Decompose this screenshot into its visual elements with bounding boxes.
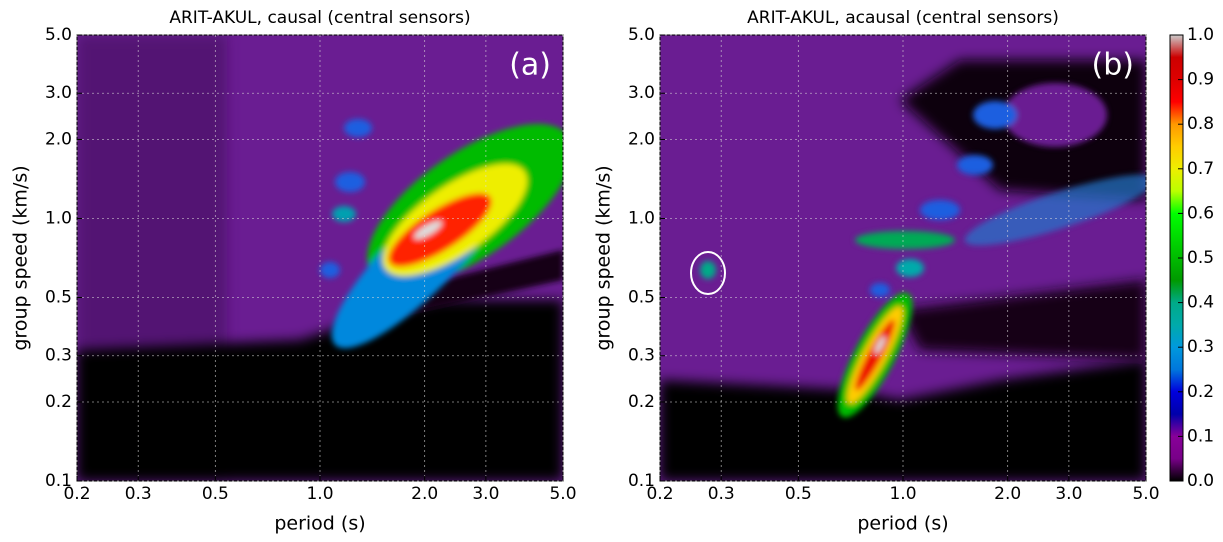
colorbar-tick-label: 0.0 [1187, 471, 1214, 491]
highlight-circle [690, 251, 726, 295]
x-tick-label: 0.5 [202, 484, 229, 504]
colorbar-tick-label: 0.4 [1187, 293, 1214, 313]
y-tick-label: 3.0 [628, 83, 655, 103]
x-tick-label: 5.0 [549, 484, 576, 504]
x-tick-label: 3.0 [1055, 484, 1082, 504]
heatmap-field [77, 35, 563, 481]
x-tick-label: 2.0 [994, 484, 1021, 504]
colorbar-tick-label: 0.1 [1187, 426, 1214, 446]
colorbar-tick-label: 0.2 [1187, 382, 1214, 402]
y-tick-label: 0.2 [628, 392, 655, 412]
x-tick-label: 0.5 [785, 484, 812, 504]
panel-label: (a) [509, 48, 551, 83]
y-tick-label: 0.1 [628, 471, 655, 491]
y-tick-label: 1.0 [628, 208, 655, 228]
x-tick-label: 2.0 [411, 484, 438, 504]
x-tick-label: 0.2 [63, 484, 90, 504]
y-axis-label: group speed (km/s) [10, 165, 32, 350]
y-tick-label: 5.0 [45, 25, 72, 45]
y-tick-label: 2.0 [628, 129, 655, 149]
colorbar-tick-label: 1.0 [1187, 25, 1214, 45]
x-tick-label: 0.3 [125, 484, 152, 504]
y-tick-label: 1.0 [45, 208, 72, 228]
x-tick-label: 5.0 [1132, 484, 1159, 504]
heatmap-field [660, 35, 1146, 481]
colorbar-tick-label: 0.7 [1187, 159, 1214, 179]
colorbar-tick-label: 0.6 [1187, 203, 1214, 223]
x-axis-label: period (s) [274, 513, 365, 535]
colorbar-tick-label: 0.8 [1187, 114, 1214, 134]
colorbar-tick-label: 0.3 [1187, 337, 1214, 357]
x-tick-label: 0.2 [646, 484, 673, 504]
y-tick-label: 2.0 [45, 129, 72, 149]
y-tick-label: 0.2 [45, 392, 72, 412]
colorbar-tick-label: 0.9 [1187, 70, 1214, 90]
y-tick-label: 5.0 [628, 25, 655, 45]
chart-title: ARIT-AKUL, causal (central sensors) [169, 8, 470, 28]
y-tick-label: 0.1 [45, 471, 72, 491]
y-axis-label: group speed (km/s) [593, 165, 615, 350]
chart-title: ARIT-AKUL, acausal (central sensors) [747, 8, 1059, 28]
x-tick-label: 3.0 [472, 484, 499, 504]
y-tick-label: 3.0 [45, 83, 72, 103]
x-axis-label: period (s) [857, 513, 948, 535]
x-tick-label: 1.0 [306, 484, 333, 504]
colorbar-tick-label: 0.5 [1187, 248, 1214, 268]
x-tick-label: 0.3 [708, 484, 735, 504]
y-tick-label: 0.3 [628, 346, 655, 366]
panel-label: (b) [1092, 48, 1134, 83]
x-tick-label: 1.0 [889, 484, 916, 504]
y-tick-label: 0.3 [45, 346, 72, 366]
y-tick-label: 0.5 [628, 288, 655, 308]
y-tick-label: 0.5 [45, 288, 72, 308]
